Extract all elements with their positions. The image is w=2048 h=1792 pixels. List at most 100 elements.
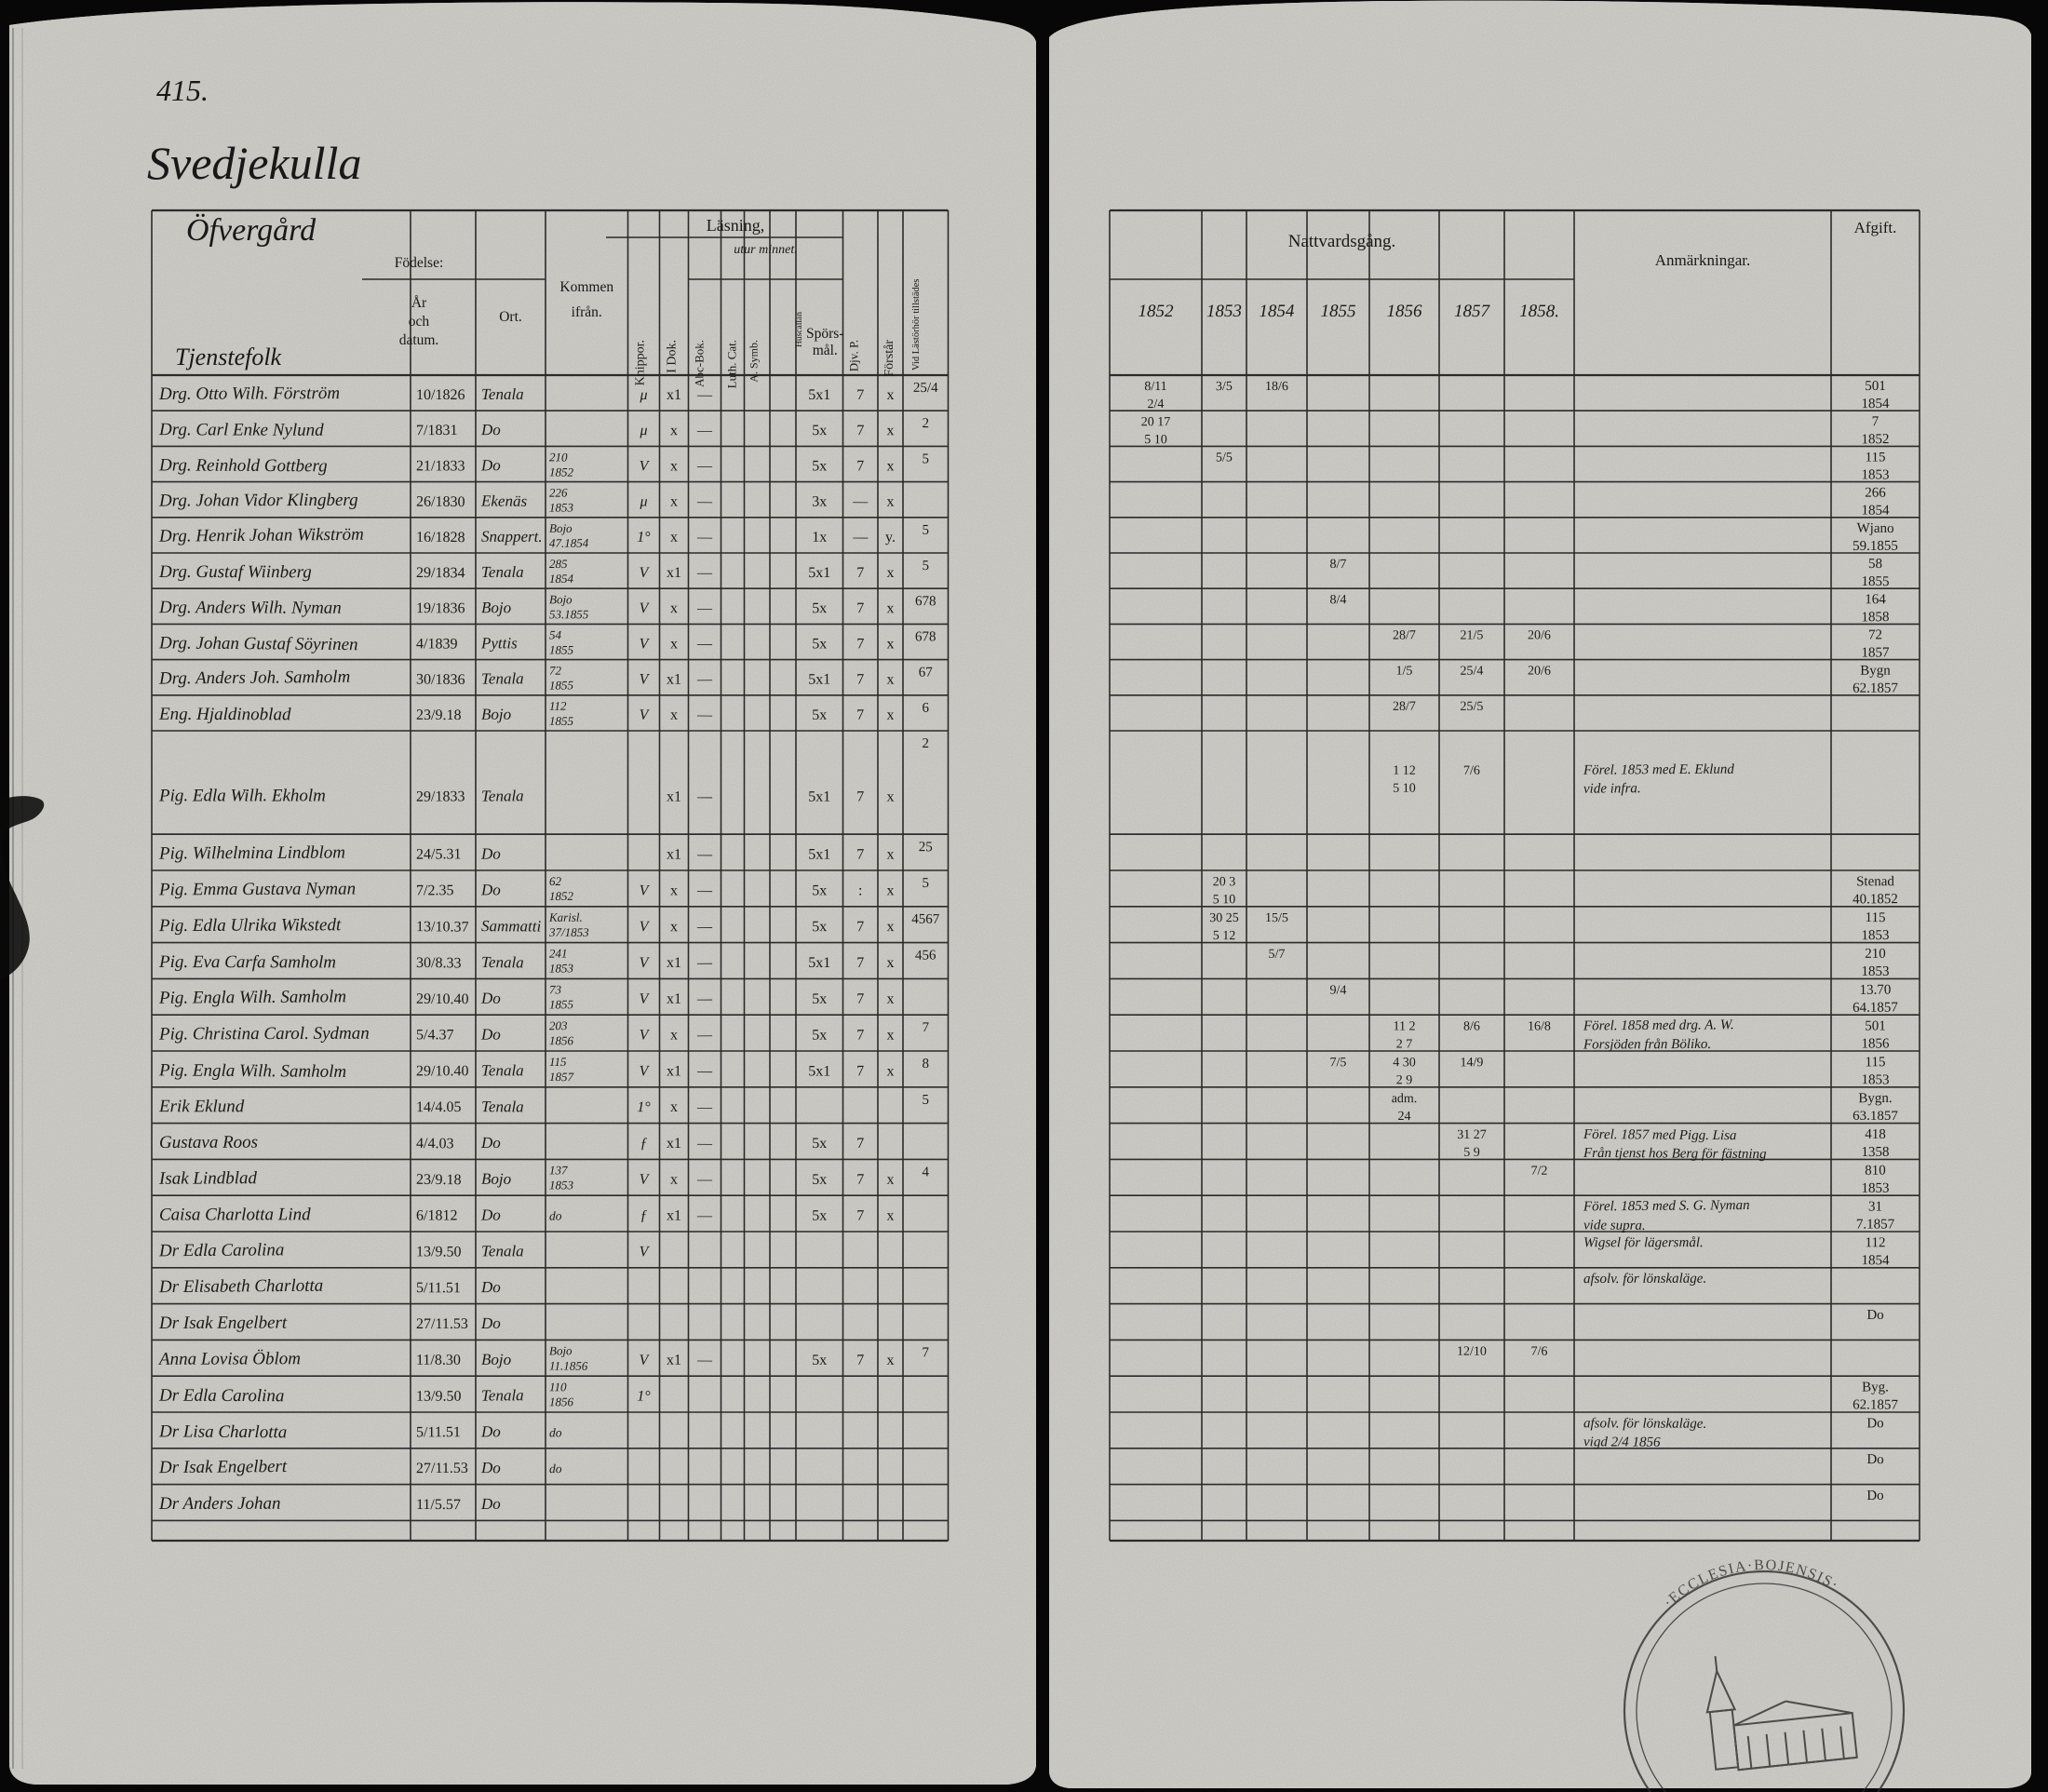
svg-text:62: 62 <box>549 874 562 888</box>
svg-text:1855: 1855 <box>549 714 574 728</box>
svg-text:afsolv. för lönskaläge.: afsolv. för lönskaläge. <box>1583 1416 1706 1431</box>
svg-text:Bojo: Bojo <box>549 521 573 535</box>
svg-text:1853: 1853 <box>549 1178 574 1192</box>
svg-text:1857: 1857 <box>1861 645 1890 660</box>
svg-text:27/11.53: 27/11.53 <box>416 1316 468 1332</box>
svg-text:210: 210 <box>1865 947 1886 962</box>
svg-text:115: 115 <box>1865 910 1885 925</box>
svg-text:1358: 1358 <box>1861 1145 1889 1160</box>
svg-text:9/4: 9/4 <box>1330 984 1347 998</box>
svg-text:Pig. Edla Wilh. Ekholm: Pig. Edla Wilh. Ekholm <box>158 787 326 806</box>
svg-text:4567: 4567 <box>911 912 940 927</box>
svg-text:64.1857: 64.1857 <box>1853 1000 1898 1015</box>
svg-text:5 12: 5 12 <box>1213 929 1236 943</box>
svg-text:Do: Do <box>1866 1489 1883 1503</box>
svg-text:5x1: 5x1 <box>808 672 830 688</box>
svg-text:x1: x1 <box>667 991 681 1007</box>
svg-text:501: 501 <box>1865 379 1886 394</box>
svg-text:—: — <box>696 636 713 652</box>
svg-text:7: 7 <box>856 423 864 438</box>
svg-text:ƒ: ƒ <box>640 1208 647 1224</box>
svg-text:210: 210 <box>549 450 568 464</box>
svg-text:Do: Do <box>480 1134 501 1152</box>
svg-text:x1: x1 <box>667 847 681 863</box>
svg-text:adm.: adm. <box>1392 1092 1418 1106</box>
svg-text:415.: 415. <box>156 74 209 107</box>
svg-text:Förel. 1853 med S. G. Nyman: Förel. 1853 med S. G. Nyman <box>1583 1198 1750 1215</box>
svg-text:5x: 5x <box>812 1353 827 1368</box>
svg-text:x1: x1 <box>667 565 681 581</box>
svg-text:7: 7 <box>856 1028 864 1044</box>
svg-text:25/5: 25/5 <box>1461 700 1484 714</box>
svg-text:6/1812: 6/1812 <box>416 1208 457 1224</box>
svg-text:21/5: 21/5 <box>1461 628 1484 642</box>
svg-text:mål.: mål. <box>813 343 838 358</box>
svg-text:5x: 5x <box>812 423 827 438</box>
svg-text:115: 115 <box>1865 1055 1885 1070</box>
svg-text:29/1834: 29/1834 <box>416 565 465 581</box>
svg-text:28/7: 28/7 <box>1393 700 1416 714</box>
svg-text:Bojo: Bojo <box>481 706 511 723</box>
svg-text:2 7: 2 7 <box>1396 1037 1413 1051</box>
svg-text:Från tjenst hos Berg för fästn: Från tjenst hos Berg för fästning <box>1583 1146 1767 1162</box>
svg-text:—: — <box>696 847 713 863</box>
svg-text:x: x <box>886 883 894 898</box>
svg-text:23/9.18: 23/9.18 <box>416 1172 462 1188</box>
svg-text:63.1857: 63.1857 <box>1853 1109 1898 1124</box>
svg-text:1°: 1° <box>637 1099 651 1115</box>
svg-text:1858.: 1858. <box>1519 302 1559 321</box>
svg-text:x: x <box>670 1172 678 1188</box>
svg-text:x: x <box>886 1353 894 1368</box>
svg-text:Do: Do <box>480 990 501 1007</box>
svg-text:x: x <box>670 458 678 474</box>
svg-text:datum.: datum. <box>399 332 439 348</box>
svg-text:x: x <box>886 1063 894 1079</box>
svg-text:1855: 1855 <box>549 642 574 656</box>
svg-text:Bygn: Bygn <box>1860 664 1891 679</box>
svg-text:13.70: 13.70 <box>1860 983 1892 998</box>
svg-text:62.1857: 62.1857 <box>1853 1397 1898 1412</box>
svg-text:Do: Do <box>480 1206 501 1224</box>
svg-text:Drg. Anders Wilh. Nyman: Drg. Anders Wilh. Nyman <box>158 598 342 618</box>
svg-text:Anmärkningar.: Anmärkningar. <box>1655 251 1750 269</box>
svg-text:Förel. 1858 med drg. A. W.: Förel. 1858 med drg. A. W. <box>1583 1017 1734 1033</box>
svg-text:5/7: 5/7 <box>1269 948 1286 962</box>
svg-text:5: 5 <box>922 876 929 891</box>
svg-text:Drg. Henrik Johan Wikström: Drg. Henrik Johan Wikström <box>158 525 364 546</box>
svg-text:x: x <box>886 423 894 438</box>
svg-text:4: 4 <box>922 1165 929 1179</box>
svg-text:1853: 1853 <box>1861 964 1889 979</box>
svg-text:5x: 5x <box>812 1172 827 1188</box>
svg-text:Pyttis: Pyttis <box>480 634 518 652</box>
svg-text:Förel. 1857 med Pigg. Lisa: Förel. 1857 med Pigg. Lisa <box>1583 1127 1737 1143</box>
svg-text:5/5: 5/5 <box>1216 451 1233 465</box>
svg-text:x: x <box>886 672 894 688</box>
svg-text:7: 7 <box>856 458 864 474</box>
svg-text:—: — <box>696 883 713 898</box>
svg-text:241: 241 <box>549 946 568 960</box>
svg-text:1853: 1853 <box>1861 928 1889 943</box>
svg-text:62.1857: 62.1857 <box>1853 681 1898 696</box>
svg-text:5x: 5x <box>812 707 827 723</box>
svg-text:1852: 1852 <box>549 465 574 478</box>
svg-text:5x: 5x <box>812 1136 827 1152</box>
svg-text:Do: Do <box>480 1278 501 1296</box>
svg-text:x1: x1 <box>667 672 681 688</box>
svg-text:164: 164 <box>1865 592 1886 607</box>
svg-text:Isak Lindblad: Isak Lindblad <box>158 1168 258 1189</box>
svg-text:—: — <box>696 671 713 687</box>
svg-text:1854: 1854 <box>549 572 574 586</box>
svg-text:x: x <box>886 565 894 581</box>
svg-text:59.1855: 59.1855 <box>1853 539 1898 554</box>
svg-text:1 12: 1 12 <box>1393 764 1416 778</box>
svg-text:—: — <box>696 1063 713 1079</box>
svg-text:7: 7 <box>856 600 864 616</box>
svg-text:x1: x1 <box>667 789 681 805</box>
svg-text:Bojo: Bojo <box>549 592 573 606</box>
svg-text:Öfvergård: Öfvergård <box>186 213 317 248</box>
svg-text:—: — <box>696 494 713 510</box>
svg-text:5 10: 5 10 <box>1144 433 1167 447</box>
svg-text:—: — <box>852 494 869 510</box>
svg-text:5: 5 <box>922 1093 929 1108</box>
svg-text:25/4: 25/4 <box>1460 665 1483 679</box>
